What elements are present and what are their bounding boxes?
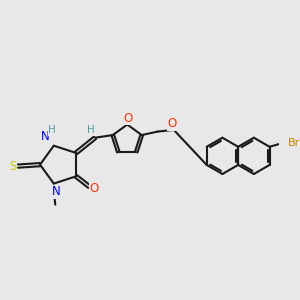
Text: N: N bbox=[52, 185, 61, 198]
Text: O: O bbox=[168, 117, 177, 130]
Text: O: O bbox=[90, 182, 99, 194]
Text: N: N bbox=[41, 130, 50, 143]
Text: O: O bbox=[123, 112, 133, 124]
Text: Br: Br bbox=[288, 138, 300, 148]
Text: S: S bbox=[9, 160, 16, 172]
Text: H: H bbox=[48, 125, 56, 136]
Text: H: H bbox=[87, 125, 94, 135]
